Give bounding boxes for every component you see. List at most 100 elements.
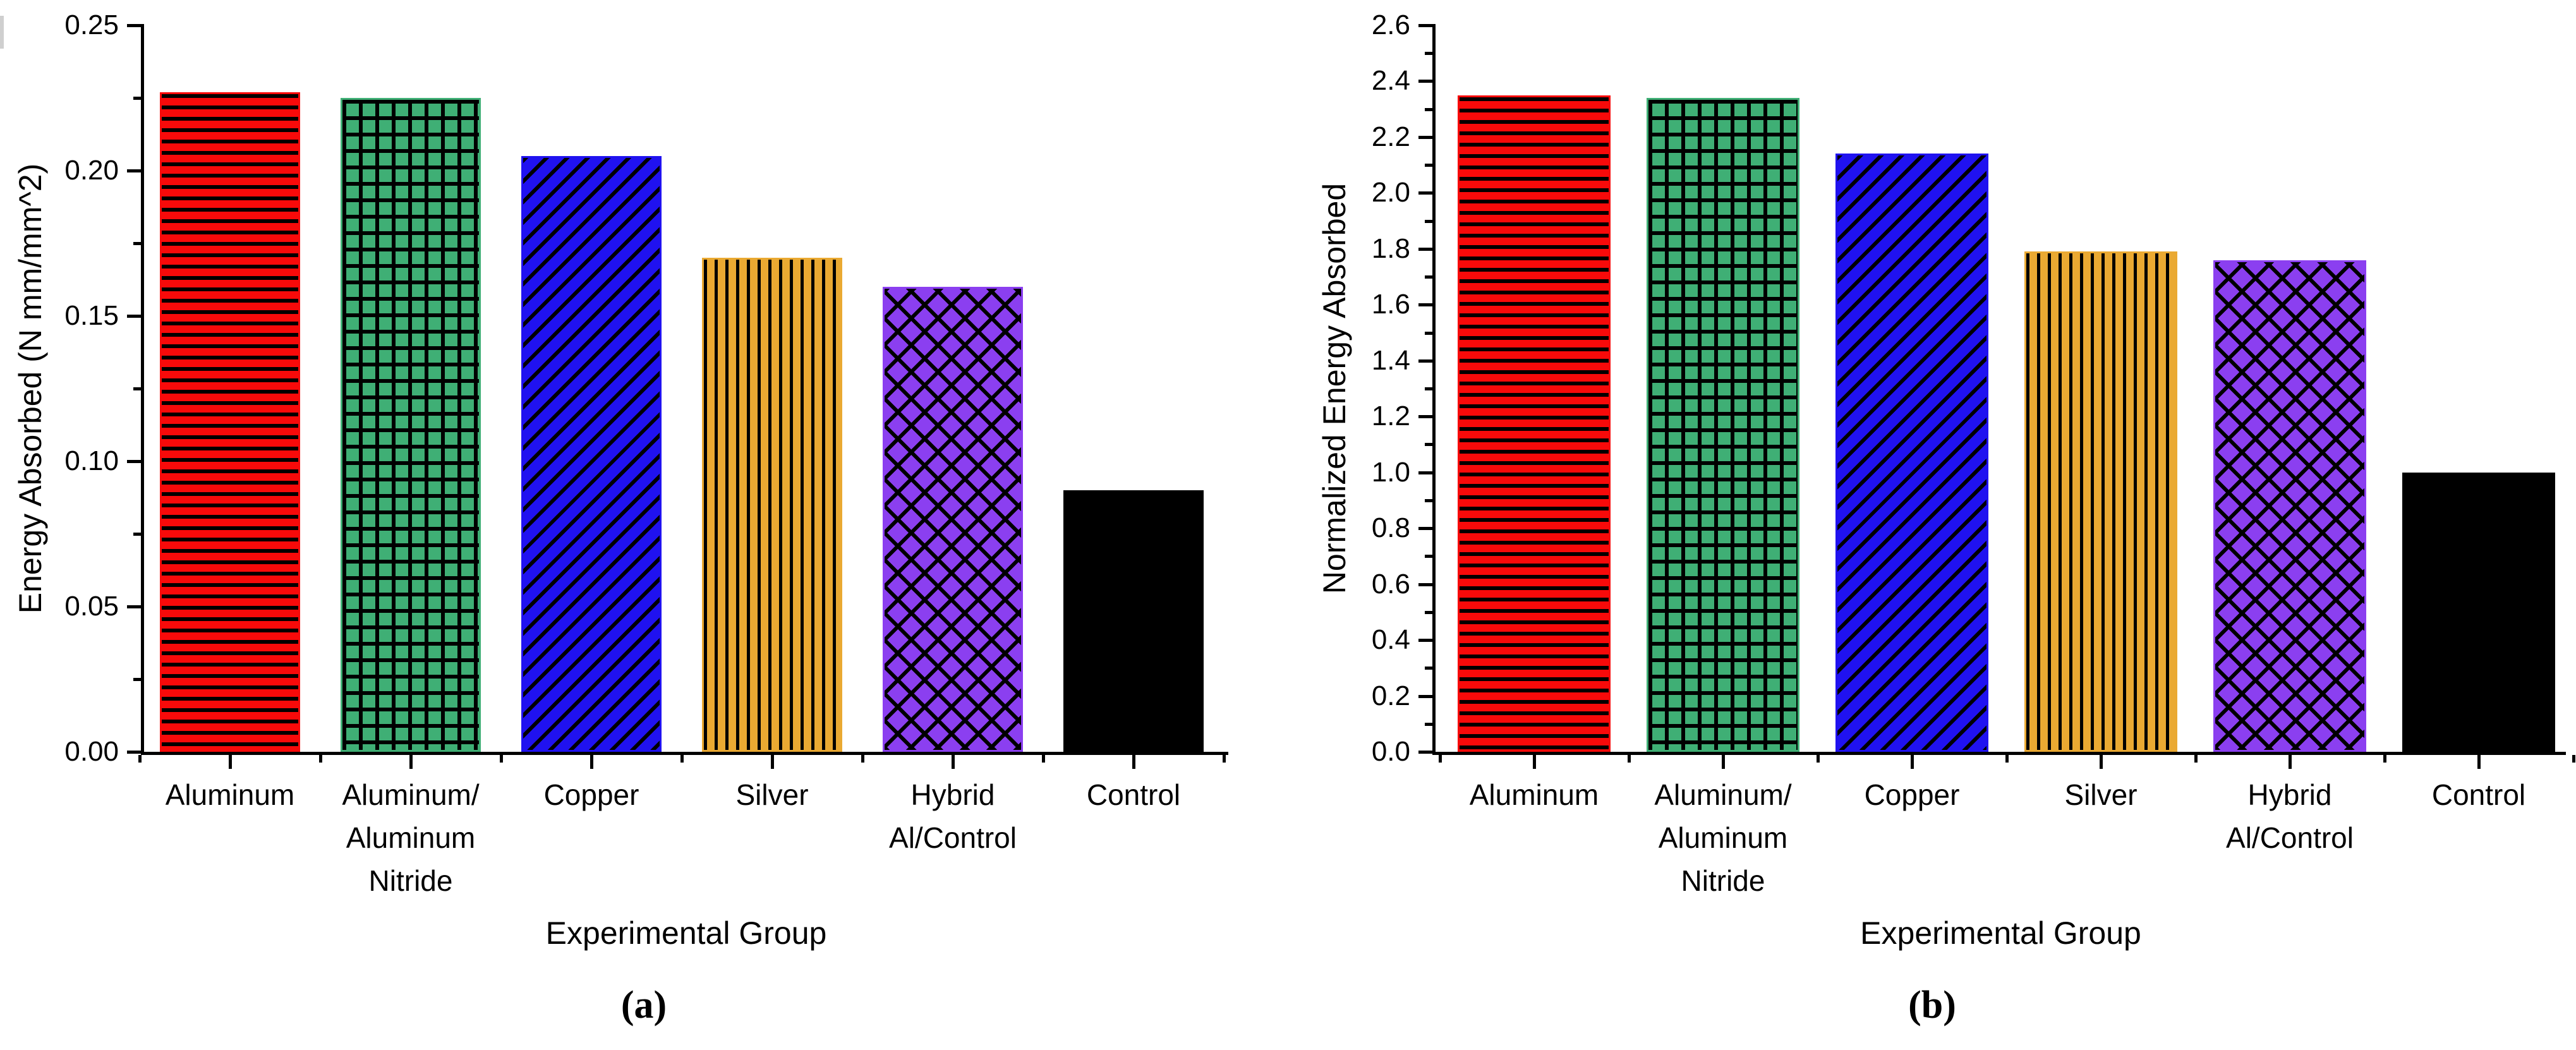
x-major-tick [229, 755, 232, 769]
y-major-tick [1418, 582, 1432, 586]
y-major-tick [1418, 527, 1432, 531]
x-minor-tick [1223, 755, 1226, 763]
bar-aluminum-aluminum-nitride [1647, 98, 1799, 752]
bar-control [2402, 472, 2555, 752]
x-major-tick [1132, 755, 1135, 769]
x-category-label: Aluminum [1427, 773, 1642, 816]
y-tick-label: 1.2 [1371, 401, 1410, 432]
y-major-tick [1418, 303, 1432, 307]
bar-copper [521, 156, 662, 752]
y-tick-label: 0.0 [1371, 736, 1410, 767]
y-major-tick [1418, 80, 1432, 83]
x-category-label-line: Control [1086, 778, 1181, 811]
bar-aluminum [160, 92, 300, 752]
y-minor-tick [1425, 107, 1432, 111]
y-minor-tick [1425, 219, 1432, 223]
y-major-tick [127, 605, 141, 608]
y-minor-tick [1425, 498, 1432, 502]
x-minor-tick [861, 755, 864, 763]
y-major-tick [127, 751, 141, 754]
x-category-label-line: Aluminum [346, 821, 476, 854]
y-minor-tick [1425, 610, 1432, 614]
y-tick-label: 2.6 [1371, 9, 1410, 40]
y-tick-label: 0.6 [1371, 568, 1410, 600]
y-minor-tick [133, 387, 141, 390]
x-major-tick [771, 755, 774, 769]
x-minor-tick [680, 755, 684, 763]
y-axis-line [1432, 24, 1436, 755]
x-minor-tick [1627, 755, 1631, 763]
bar-silver [702, 258, 842, 752]
y-axis-line [141, 24, 144, 755]
x-axis-line [141, 752, 1228, 755]
y-major-tick [127, 24, 141, 27]
y-major-tick [1418, 415, 1432, 419]
caption-b: (b) [1908, 984, 1956, 1027]
x-category-label: Hybrid Al/Control [845, 773, 1060, 859]
x-category-label: Control [1026, 773, 1241, 816]
x-category-label-line: Silver [2064, 778, 2138, 811]
y-minor-tick [1425, 667, 1432, 670]
x-major-tick [952, 755, 955, 769]
y-tick-label: 1.6 [1371, 289, 1410, 320]
x-minor-tick [319, 755, 322, 763]
x-minor-tick [1816, 755, 1820, 763]
bar-copper [1835, 154, 1988, 752]
caption-a: (a) [620, 984, 667, 1027]
y-minor-tick [133, 97, 141, 100]
y-major-tick [1418, 359, 1432, 363]
y-major-tick [127, 315, 141, 318]
x-minor-tick [500, 755, 503, 763]
y-major-tick [1418, 751, 1432, 754]
x-category-label-line: Control [2431, 778, 2526, 811]
y-minor-tick [133, 242, 141, 245]
x-major-tick [1722, 755, 1725, 769]
y-minor-tick [1425, 387, 1432, 390]
x-minor-tick [1042, 755, 1045, 763]
y-major-tick [1418, 24, 1432, 27]
x-category-label-line: Hybrid [910, 778, 995, 811]
y-minor-tick [1425, 52, 1432, 56]
y-tick-label: 0.15 [64, 300, 119, 331]
x-category-label-line: Aluminum [1469, 778, 1599, 811]
y-minor-tick [1425, 275, 1432, 279]
x-category-label-line: Aluminum [1658, 821, 1788, 854]
y-major-tick [1418, 247, 1432, 251]
x-category-label-line: Copper [543, 778, 639, 811]
bar-control [1063, 490, 1204, 752]
y-major-tick [1418, 135, 1432, 139]
x-category-label: Copper [484, 773, 699, 816]
x-category-label: Aluminum [123, 773, 337, 816]
x-category-label-line: Aluminum/ [1654, 778, 1792, 811]
x-category-label: Hybrid Al/Control [2182, 773, 2397, 859]
x-minor-tick [2194, 755, 2198, 763]
y-tick-label: 0.20 [64, 155, 119, 186]
bar-aluminum-aluminum-nitride [341, 98, 481, 752]
x-category-label: Aluminum/Aluminum Nitride [1616, 773, 1830, 902]
y-minor-tick [1425, 331, 1432, 335]
y-tick-label: 2.0 [1371, 177, 1410, 208]
y-major-tick [1418, 694, 1432, 698]
y-tick-label: 1.8 [1371, 232, 1410, 264]
y-minor-tick [133, 678, 141, 681]
x-minor-tick [2383, 755, 2386, 763]
y-axis-title: Energy Absorbed (N mm/mm^2) [13, 163, 48, 614]
x-category-label: Silver [665, 773, 880, 816]
x-category-label-line: Al/Control [2226, 821, 2354, 854]
x-axis-line [1432, 752, 2566, 755]
y-minor-tick [1425, 164, 1432, 167]
x-axis-title: Experimental Group [545, 915, 827, 951]
y-tick-label: 0.2 [1371, 680, 1410, 711]
x-major-tick [2100, 755, 2103, 769]
bar-silver [2024, 251, 2177, 752]
y-tick-label: 1.4 [1371, 344, 1410, 376]
bar-hybrid-al-control [2213, 260, 2366, 752]
x-category-label: Copper [1805, 773, 2019, 816]
bar-aluminum [1458, 95, 1611, 752]
x-major-tick [2477, 755, 2481, 769]
y-tick-label: 2.2 [1371, 121, 1410, 152]
y-tick-label: 2.4 [1371, 65, 1410, 97]
x-major-tick [2289, 755, 2292, 769]
x-category-label: Control [2371, 773, 2576, 816]
